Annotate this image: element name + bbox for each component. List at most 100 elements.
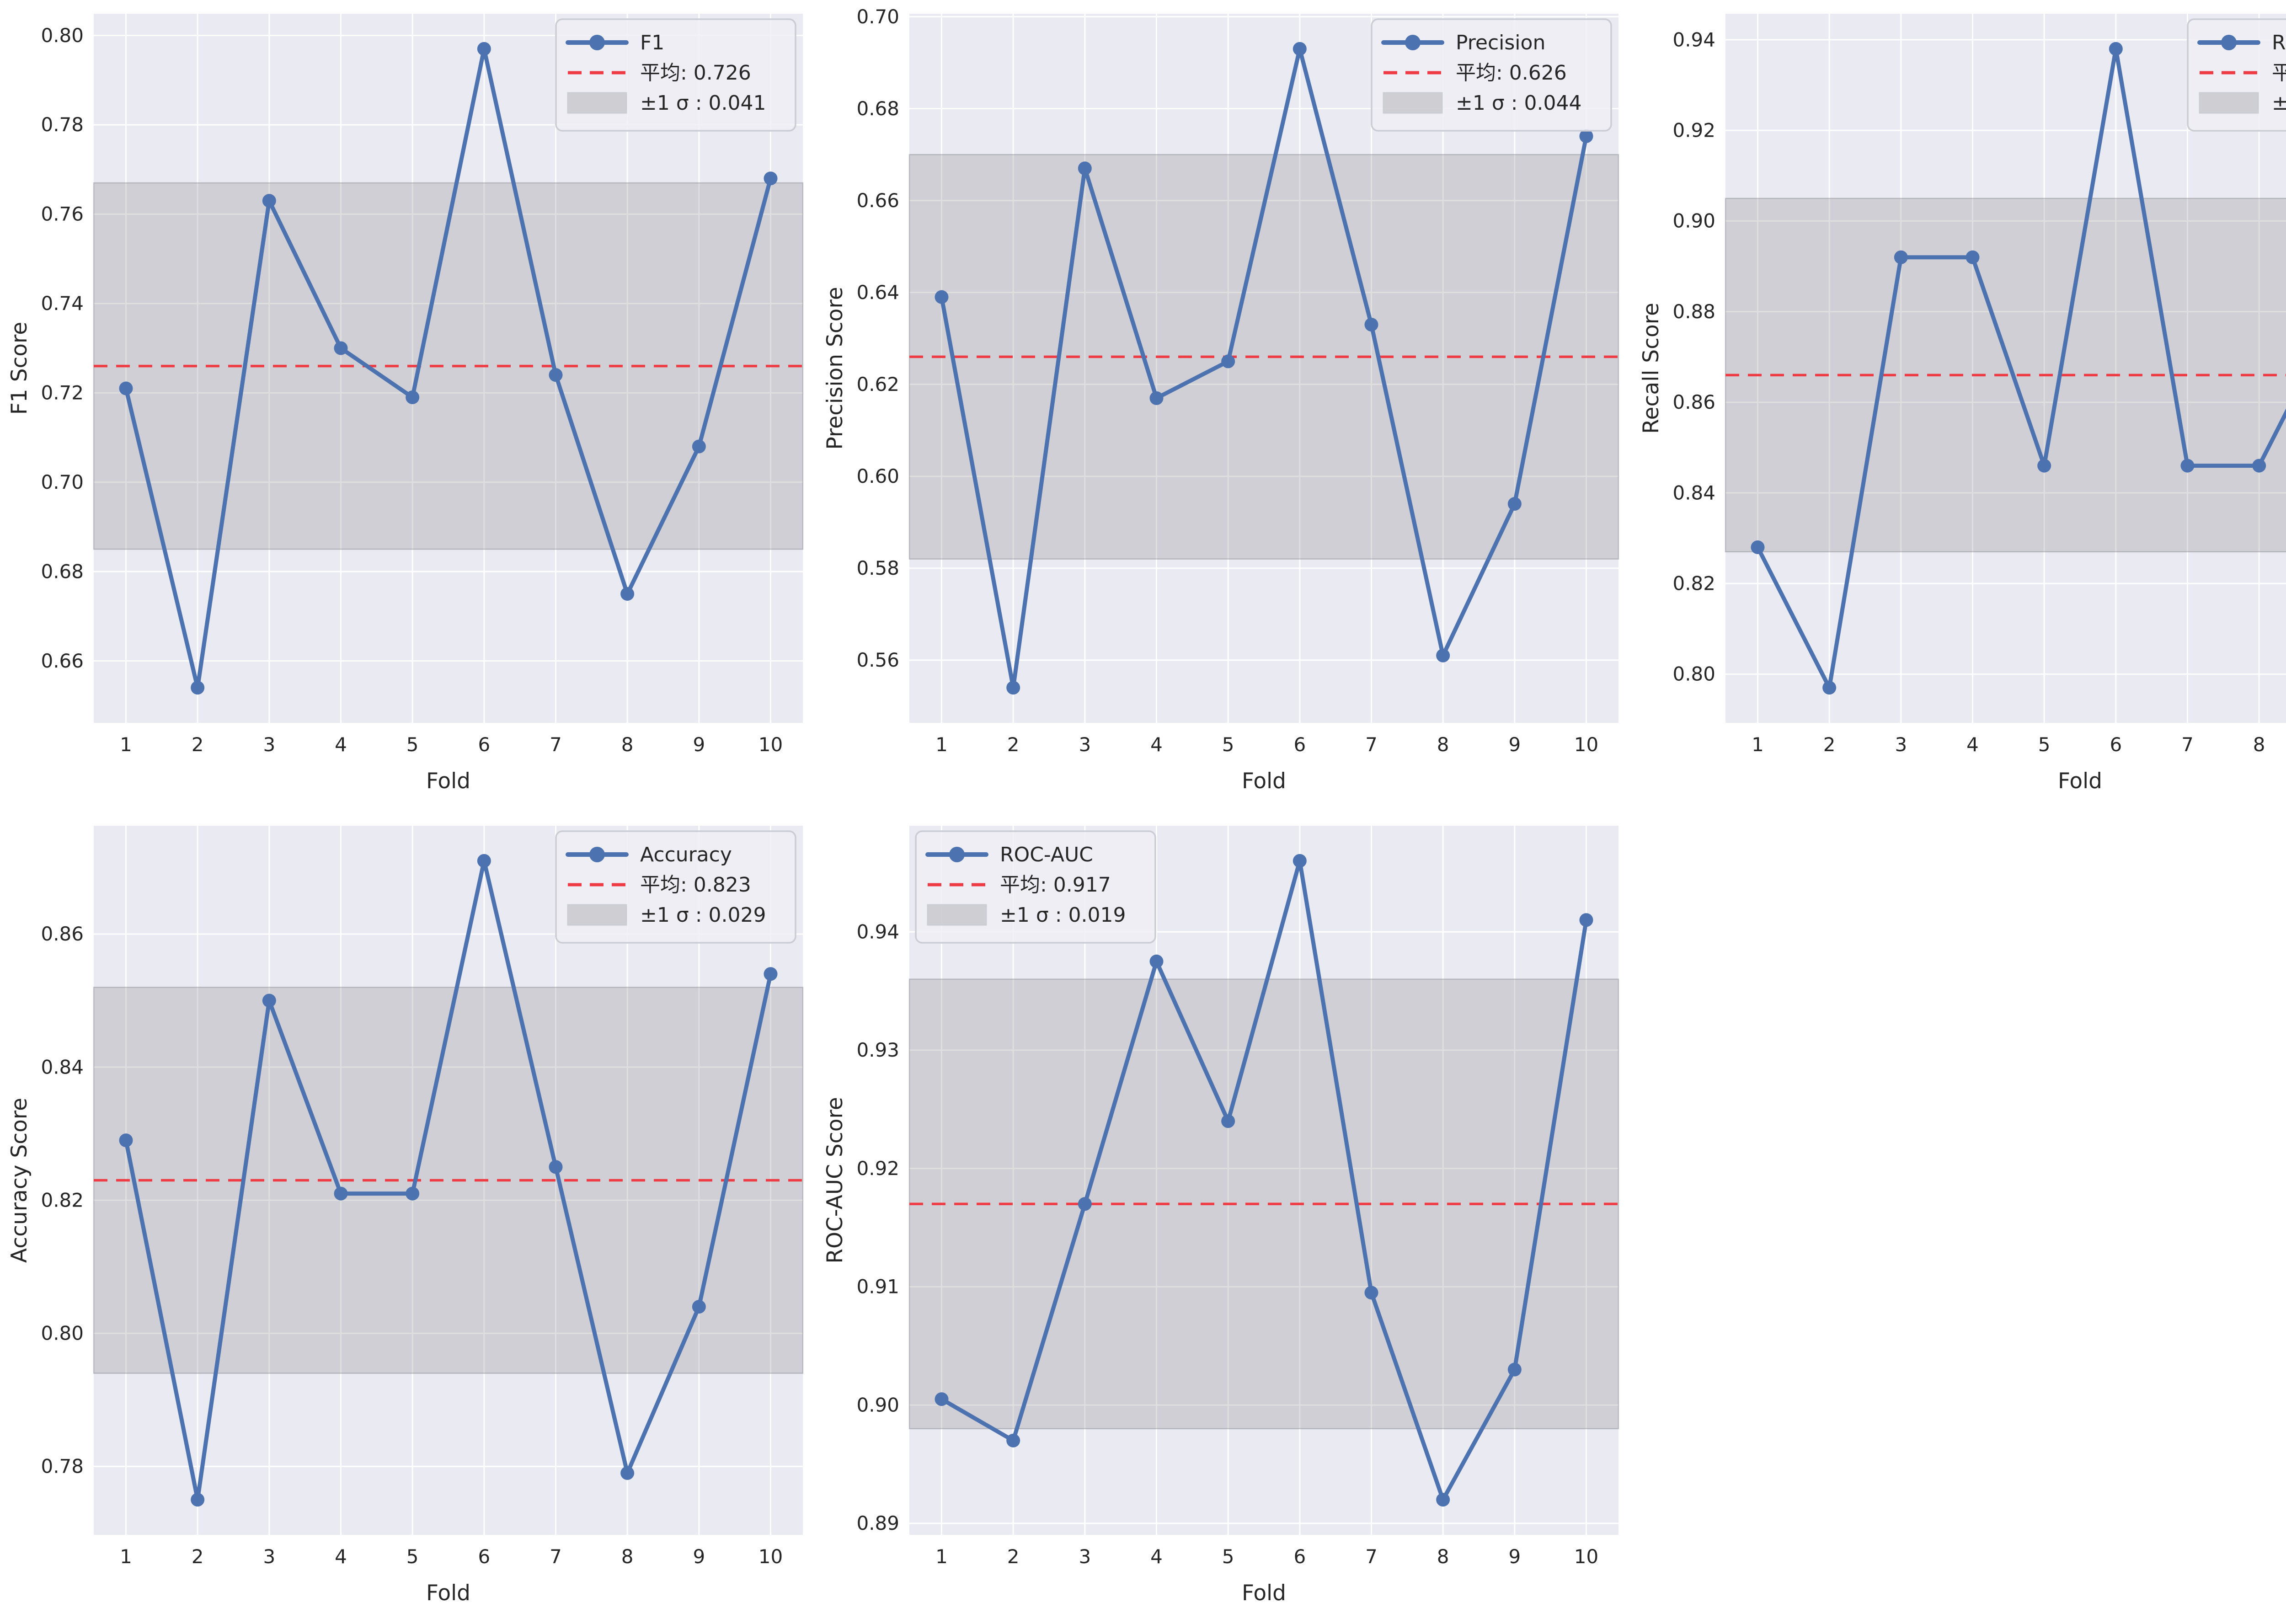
legend-series-swatch [1381,35,1445,50]
subplot-recall: 0.80 0.82 0.84 0.86 0.88 0.90 0.92 0.94 1 2 3 4 5 6 7 8… [1632,0,2286,812]
legend-label: Recall [2272,31,2286,54]
empty-cell [1632,812,2286,1624]
legend-label: 平均: 0.823 [640,873,751,897]
legend-sigma-swatch [567,92,627,114]
data-point-markers [1751,42,2266,695]
svg-text:2: 2 [1823,733,1835,756]
legend-series-swatch [566,847,629,862]
svg-text:0.76: 0.76 [41,203,84,225]
svg-text:0.82: 0.82 [41,1189,84,1211]
x-axis-label: Fold [2058,769,2102,794]
metric-line [124,859,773,1502]
svg-text:3: 3 [263,733,275,756]
x-axis-label: Fold [1242,1581,1286,1606]
svg-text:8: 8 [1437,733,1449,756]
legend-sigma-swatch [567,904,627,926]
svg-text:0.91: 0.91 [857,1276,900,1298]
svg-text:5: 5 [1222,1545,1234,1568]
svg-text:0.78: 0.78 [41,113,84,136]
svg-text:8: 8 [1437,1545,1449,1568]
svg-text:9: 9 [693,733,705,756]
legend-label: F1 [640,31,664,54]
svg-text:8: 8 [2253,733,2265,756]
svg-text:6: 6 [478,733,490,756]
metric-line [940,47,1589,690]
svg-text:0.66: 0.66 [857,189,900,212]
svg-text:4: 4 [335,733,347,756]
y-tick-labels: 0.89 0.90 0.91 0.92 0.93 0.94 [857,920,900,1534]
svg-text:0.94: 0.94 [857,920,900,943]
precision-chart-svg: 0.56 0.58 0.60 0.62 0.64 0.66 0.68 0.70 1 2 3 4 5 6 7 8… [823,5,1619,794]
plot-area [1725,14,2286,723]
y-axis-label: Precision Score [823,287,848,449]
legend-label: Accuracy [640,843,732,866]
legend-label: ±1 σ : 0.041 [640,91,766,115]
legend-label: 平均: 0.726 [640,61,751,85]
svg-text:5: 5 [1222,733,1234,756]
svg-text:3: 3 [1895,733,1907,756]
svg-text:0.78: 0.78 [41,1455,84,1478]
legend-sigma-swatch [927,904,987,926]
svg-text:7: 7 [1365,1545,1378,1568]
y-tick-labels: 0.80 0.82 0.84 0.86 0.88 0.90 0.92 0.94 [1672,28,1715,685]
svg-text:0.72: 0.72 [41,382,84,404]
svg-text:0.80: 0.80 [1672,663,1715,685]
data-point-markers [935,42,1593,695]
svg-text:0.82: 0.82 [1672,572,1715,595]
gridlines [909,14,1619,723]
svg-text:0.94: 0.94 [1672,28,1715,51]
gridlines [94,826,803,1535]
svg-text:1: 1 [1752,733,1764,756]
svg-text:3: 3 [1079,1545,1091,1568]
svg-text:9: 9 [1509,733,1521,756]
svg-text:3: 3 [1079,733,1091,756]
legend-label: 平均: 0.917 [1000,873,1111,897]
data-point-markers [119,42,778,695]
svg-text:0.58: 0.58 [857,557,900,579]
legend: F1 平均: 0.726 ±1 σ : 0.041 [555,18,796,132]
roc_auc-chart-svg: 0.89 0.90 0.91 0.92 0.93 0.94 1 2 3 4 5 6 7 8 9 10 Fold R… [823,826,1619,1606]
legend: ROC-AUC 平均: 0.917 ±1 σ : 0.019 [915,830,1157,944]
svg-text:10: 10 [1574,733,1598,756]
svg-text:1: 1 [935,1545,948,1568]
legend-label: 平均: 0.866 [2272,61,2286,85]
svg-text:2: 2 [192,1545,204,1568]
subplot-f1: 0.66 0.68 0.70 0.72 0.74 0.76 0.78 0.80 1 2 3 4 5 6 7 8… [0,0,816,812]
svg-text:4: 4 [335,1545,347,1568]
svg-text:1: 1 [935,733,948,756]
legend-label: ±1 σ : 0.039 [2272,91,2286,115]
legend-label: ROC-AUC [1000,843,1093,866]
svg-text:0.70: 0.70 [857,5,900,28]
svg-text:10: 10 [758,1545,783,1568]
svg-text:7: 7 [550,1545,562,1568]
legend-label: Precision [1456,31,1545,54]
metric-line [1755,47,2286,690]
metric-line [940,859,1589,1502]
sigma-band [909,978,1619,1430]
x-axis-label: Fold [1242,769,1286,794]
legend-label: ±1 σ : 0.029 [640,903,766,927]
legend: Accuracy 平均: 0.823 ±1 σ : 0.029 [555,830,796,944]
recall-chart-svg: 0.80 0.82 0.84 0.86 0.88 0.90 0.92 0.94 1 2 3 4 5 6 7 8… [1639,14,2286,794]
svg-text:5: 5 [406,1545,419,1568]
metric-line [124,47,773,690]
svg-text:0.90: 0.90 [857,1394,900,1416]
svg-text:5: 5 [406,733,419,756]
svg-text:6: 6 [1294,733,1306,756]
svg-text:0.60: 0.60 [857,465,900,487]
svg-text:0.68: 0.68 [857,97,900,120]
svg-text:0.92: 0.92 [857,1157,900,1180]
svg-text:0.74: 0.74 [41,292,84,315]
svg-text:0.84: 0.84 [41,1056,84,1078]
svg-text:0.80: 0.80 [41,1322,84,1345]
svg-text:2: 2 [192,733,204,756]
x-axis-label: Fold [426,1581,470,1606]
svg-text:0.64: 0.64 [857,281,900,304]
svg-text:0.86: 0.86 [41,923,84,945]
svg-text:3: 3 [263,1545,275,1568]
gridlines [1725,14,2286,723]
